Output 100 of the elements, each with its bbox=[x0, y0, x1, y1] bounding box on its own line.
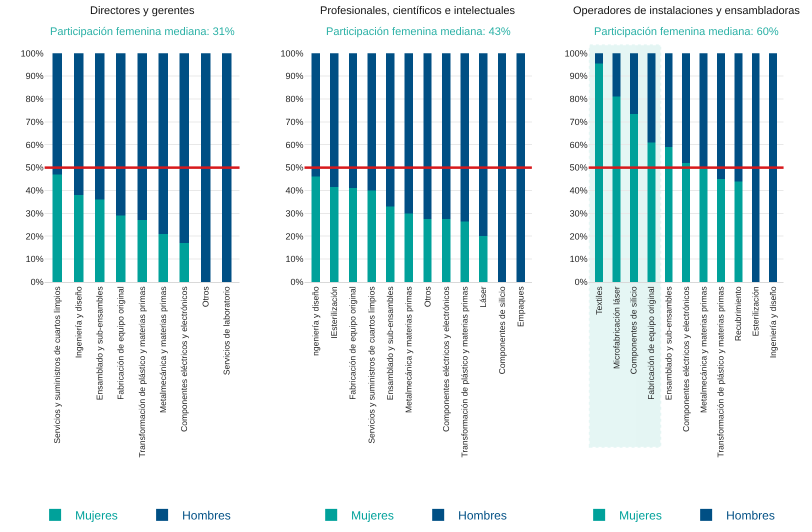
x-tick-label: Metalmecánica y materias primas bbox=[158, 286, 168, 413]
y-tick-label: 30% bbox=[570, 208, 588, 218]
bar bbox=[158, 234, 168, 282]
y-tick-label: 50% bbox=[570, 162, 588, 173]
bar bbox=[94, 53, 104, 200]
bar bbox=[367, 190, 376, 282]
x-tick-label: ngeniería y diseño bbox=[310, 286, 320, 356]
bar bbox=[682, 163, 690, 282]
bar bbox=[700, 168, 708, 282]
x-tick-label: Ensamblado y sub-ensambles bbox=[384, 286, 395, 400]
bar bbox=[734, 53, 742, 182]
x-tick-label: Componentes de silicio bbox=[628, 286, 639, 374]
bar bbox=[404, 53, 414, 214]
chart-subtitle: Participación femenina mediana: 31% bbox=[50, 26, 235, 38]
x-tick-label: Metalmecánica y materias primas bbox=[404, 286, 414, 413]
bar bbox=[94, 200, 104, 282]
x-tick-label: Otros bbox=[422, 286, 432, 308]
bar bbox=[386, 206, 394, 282]
y-tick-label: 60% bbox=[26, 140, 44, 150]
x-tick-label: Láser bbox=[478, 286, 488, 308]
y-tick-label: 20% bbox=[26, 231, 44, 242]
bar bbox=[423, 219, 432, 282]
x-tick-label: Servicios y suministros de cuartos limpios bbox=[52, 286, 62, 444]
bar bbox=[479, 236, 488, 282]
bar bbox=[367, 53, 376, 190]
y-tick-label: 100% bbox=[20, 48, 44, 58]
bar bbox=[717, 53, 725, 180]
bar bbox=[717, 179, 725, 282]
x-tick-label: Fabricación de equipo original bbox=[646, 286, 656, 400]
x-tick-label: Fabricación de equipo original bbox=[116, 286, 126, 400]
y-tick-label: 70% bbox=[285, 116, 304, 127]
bar bbox=[137, 220, 147, 282]
x-tick-label: Otros bbox=[200, 286, 210, 308]
legend-label: Hombres bbox=[458, 508, 507, 523]
text: Hombres bbox=[726, 508, 775, 523]
bar bbox=[664, 53, 673, 147]
y-tick-label: 30% bbox=[26, 208, 44, 218]
x-tick-label: Componentes de silicio bbox=[496, 286, 507, 374]
x-tick-label: Ensamblado y sub-ensambles bbox=[664, 286, 674, 400]
y-tick-label: 50% bbox=[285, 162, 304, 173]
bar bbox=[460, 221, 469, 282]
bar bbox=[630, 53, 638, 114]
y-tick-label: 50% bbox=[26, 162, 44, 173]
x-tick-label: Metalmecánica y materias primas bbox=[698, 286, 708, 413]
bar bbox=[612, 96, 620, 282]
y-tick-label: 40% bbox=[570, 186, 588, 196]
bar bbox=[664, 146, 673, 282]
y-tick-label: 40% bbox=[285, 186, 304, 196]
bar bbox=[116, 216, 126, 282]
y-tick-label: 0% bbox=[574, 277, 588, 288]
bar bbox=[200, 53, 210, 282]
bar bbox=[386, 53, 394, 206]
x-tick-label: Empaques bbox=[515, 286, 526, 327]
x-tick-label: Servicios y suministros de cuartos limpios bbox=[366, 286, 376, 444]
x-tick-label: Textiles bbox=[594, 286, 604, 315]
bar bbox=[595, 53, 604, 64]
y-tick-label: 10% bbox=[570, 254, 588, 264]
chart-title: Operadores de instalaciones y ensambladoras bbox=[573, 5, 800, 17]
chart-title: Directores y gerentes bbox=[90, 5, 196, 17]
bar bbox=[516, 53, 525, 282]
y-tick-label: 0% bbox=[30, 277, 44, 288]
bar bbox=[404, 213, 414, 282]
x-tick-label: IEsterilización bbox=[329, 286, 340, 339]
y-tick-label: 80% bbox=[285, 94, 304, 104]
x-tick-label: Transformación de plástico y materias primas bbox=[136, 286, 147, 458]
legend-label: Hombres bbox=[182, 508, 231, 523]
y-tick-label: 60% bbox=[570, 140, 588, 150]
bar bbox=[180, 53, 190, 244]
bar bbox=[348, 188, 358, 282]
bar bbox=[682, 53, 690, 163]
x-tick-label: Microfabricación láser bbox=[611, 286, 622, 370]
y-tick-label: 100% bbox=[564, 48, 588, 58]
chart-subtitle: Participación femenina mediana: 60% bbox=[594, 26, 779, 38]
bar bbox=[442, 219, 450, 282]
text: Mujeres bbox=[351, 508, 394, 523]
y-tick-label: 80% bbox=[570, 94, 588, 104]
y-tick-label: 100% bbox=[280, 48, 304, 58]
y-tick-label: 10% bbox=[26, 254, 44, 264]
bar bbox=[311, 176, 320, 282]
bar bbox=[52, 174, 62, 282]
bar bbox=[460, 53, 469, 222]
bar bbox=[595, 63, 604, 282]
x-tick-label: Servicios de laboratorio bbox=[222, 286, 232, 376]
x-tick-label: Recubrimiento bbox=[733, 286, 744, 342]
bar bbox=[180, 243, 190, 282]
chart-subtitle: Participación femenina mediana: 43% bbox=[326, 26, 511, 38]
y-tick-label: 20% bbox=[285, 231, 304, 242]
bar bbox=[311, 53, 320, 177]
bar bbox=[498, 53, 506, 282]
bar bbox=[74, 53, 84, 196]
y-tick-label: 80% bbox=[26, 94, 44, 104]
bar bbox=[479, 53, 488, 236]
bar bbox=[52, 53, 62, 174]
bar bbox=[330, 187, 339, 282]
x-tick-label: Transformación de plástico y materias primas bbox=[716, 286, 726, 458]
bar bbox=[222, 53, 232, 282]
bar bbox=[158, 53, 168, 234]
legend-label: Mujeres bbox=[619, 508, 662, 523]
x-tick-label: Componentes eléctricos y electrónicos bbox=[680, 286, 691, 432]
x-tick-label: Esterilización bbox=[750, 286, 761, 336]
